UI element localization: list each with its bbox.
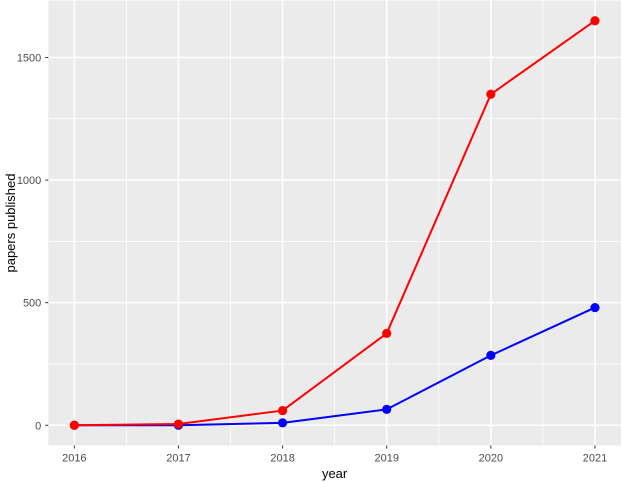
data-point-red — [590, 16, 600, 26]
x-tick-label: 2019 — [374, 453, 398, 465]
x-tick-label: 2018 — [270, 453, 294, 465]
x-tick-label: 2017 — [166, 453, 190, 465]
y-tick-label: 1000 — [17, 175, 41, 187]
series-line-blue — [73, 306, 596, 427]
y-tick-labels: 0 500 1000 1500 — [17, 53, 41, 433]
y-tick-label: 1500 — [17, 53, 41, 65]
axis-ticks — [45, 57, 596, 449]
data-point-red — [277, 405, 288, 416]
gridlines-major — [48, 0, 621, 446]
x-axis-title: year — [322, 466, 348, 481]
data-point-blue — [486, 350, 496, 360]
data-point-blue — [382, 404, 392, 414]
data-point-red — [173, 419, 184, 429]
y-axis-title: papers published — [3, 173, 18, 272]
x-tick-label: 2020 — [479, 453, 503, 465]
data-point-red — [382, 328, 392, 338]
y-tick-label: 0 — [35, 420, 41, 432]
series-line-red — [73, 19, 596, 427]
data-point-blue — [590, 302, 600, 313]
y-tick-label: 500 — [23, 298, 41, 310]
data-series — [69, 16, 600, 430]
data-point-red — [69, 420, 79, 430]
x-tick-label: 2021 — [583, 453, 607, 465]
x-tick-label: 2016 — [62, 453, 86, 465]
x-tick-labels: 2016 2017 2018 2019 2020 2021 — [62, 453, 607, 465]
data-point-blue — [277, 418, 288, 428]
gridlines-minor — [48, 0, 621, 446]
data-point-red — [486, 89, 496, 99]
